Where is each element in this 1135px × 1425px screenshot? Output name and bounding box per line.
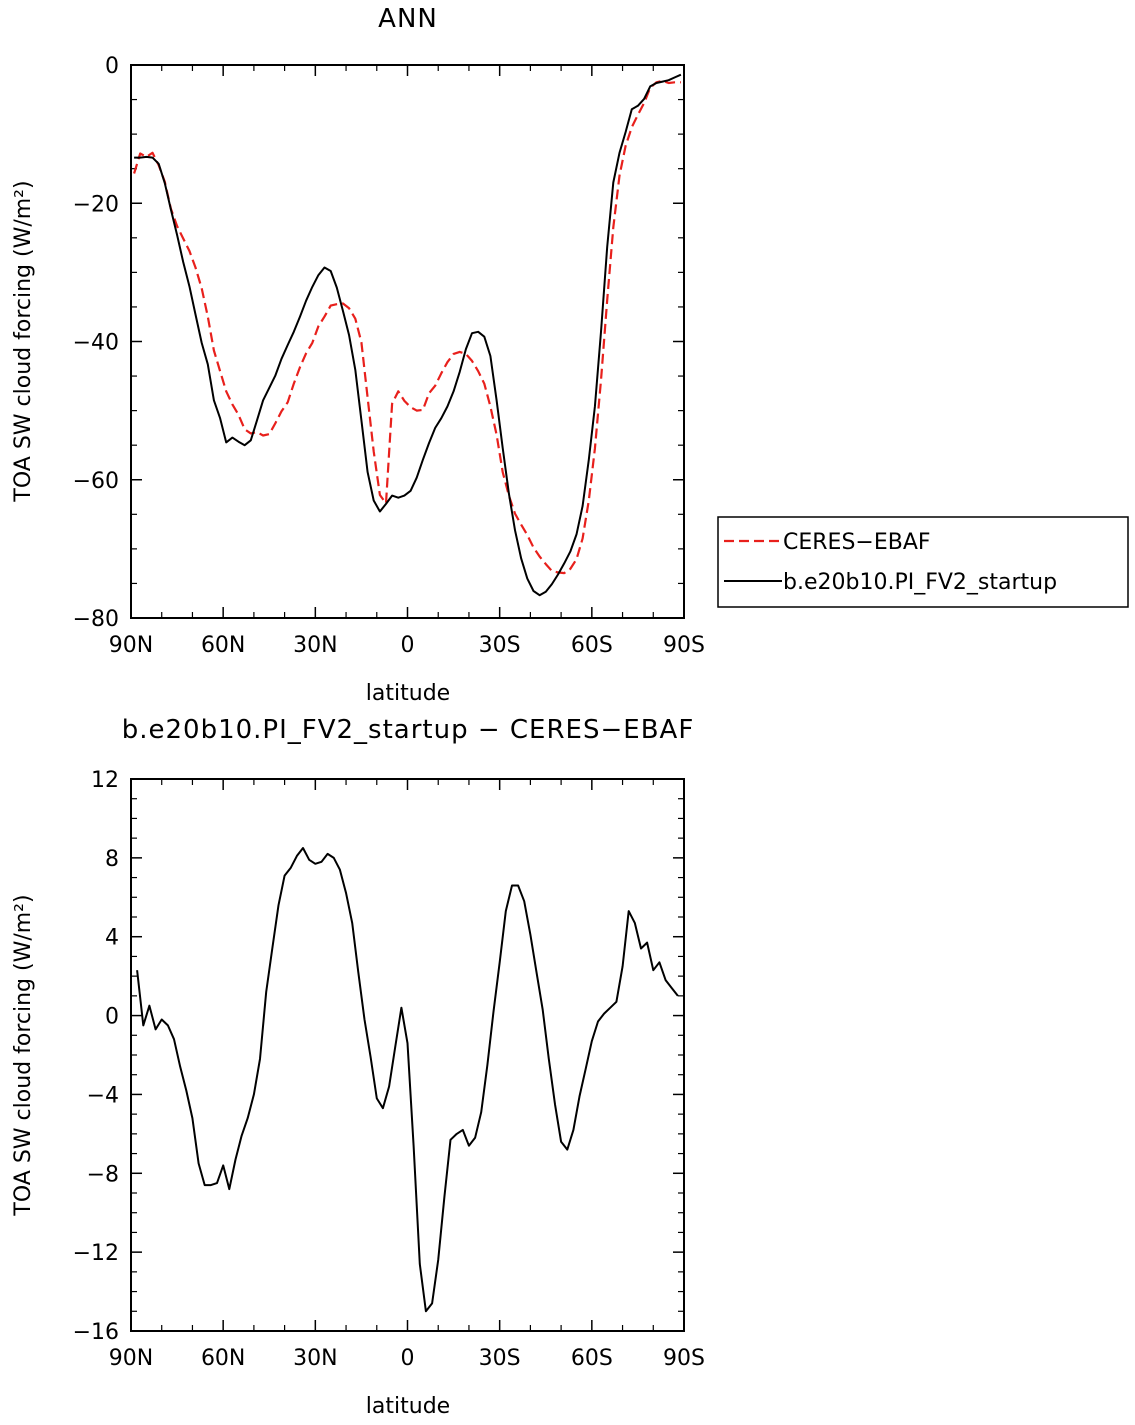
x-tick-label: 60N — [201, 1346, 245, 1371]
x-axis-label-bottom: latitude — [366, 1394, 450, 1419]
y-tick-label: −20 — [73, 192, 119, 217]
y-tick-label: −16 — [73, 1320, 119, 1345]
x-tick-label: 60S — [571, 633, 613, 658]
x-tick-label: 30S — [479, 1346, 521, 1371]
x-tick-label: 30S — [479, 633, 521, 658]
chart-title-ann: ANN — [378, 4, 438, 34]
x-tick-label: 60S — [571, 1346, 613, 1371]
y-tick-label: −60 — [73, 469, 119, 494]
plot-frame-bottom — [130, 778, 685, 1332]
series-line-difference — [136, 847, 679, 1313]
series-line-b-e20b10-pi-fv2-startup — [134, 73, 682, 597]
x-tick-label: 90N — [109, 633, 153, 658]
x-tick-label: 30N — [293, 1346, 337, 1371]
y-tick-label: 0 — [105, 54, 119, 79]
panel-bottom-difference: b.e20b10.PI_FV2_startup − CERES−EBAF 90N… — [11, 715, 705, 1419]
y-tick-label: −80 — [73, 607, 119, 632]
x-tick-label: 0 — [401, 633, 415, 658]
x-axis-label-top: latitude — [366, 681, 450, 706]
y-tick-label: −8 — [87, 1162, 119, 1187]
legend-box — [717, 516, 1129, 608]
y-axis-label-top: TOA SW cloud forcing (W/m²) — [11, 180, 36, 502]
y-axis-label-bottom: TOA SW cloud forcing (W/m²) — [11, 894, 36, 1216]
x-tick-label: 90N — [109, 1346, 153, 1371]
plot-frame-top — [130, 64, 685, 619]
y-tick-label: −4 — [87, 1083, 119, 1108]
y-tick-label: 0 — [105, 1005, 119, 1030]
legend: CERES−EBAF b.e20b10.PI_FV2_startup — [717, 516, 1129, 608]
chart-title-difference: b.e20b10.PI_FV2_startup − CERES−EBAF — [122, 715, 695, 745]
y-tick-label: 12 — [91, 768, 119, 793]
legend-label-ceres: CERES−EBAF — [783, 530, 931, 555]
y-tick-label: −40 — [73, 331, 119, 356]
y-tick-label: 8 — [105, 847, 119, 872]
y-tick-label: −12 — [73, 1241, 119, 1266]
x-tick-label: 90S — [663, 633, 705, 658]
legend-label-model: b.e20b10.PI_FV2_startup — [783, 570, 1057, 595]
panel-top-ann: ANN 90N 60N 30N 0 30S 60S 90S 0 −20 −40 −60 −80 la… — [11, 4, 705, 706]
y-tick-label: 4 — [105, 926, 119, 951]
series-line-ceres-ebaf — [133, 79, 681, 575]
x-tick-label: 60N — [201, 633, 245, 658]
x-tick-label: 0 — [401, 1346, 415, 1371]
x-tick-label: 30N — [293, 633, 337, 658]
x-tick-label: 90S — [663, 1346, 705, 1371]
